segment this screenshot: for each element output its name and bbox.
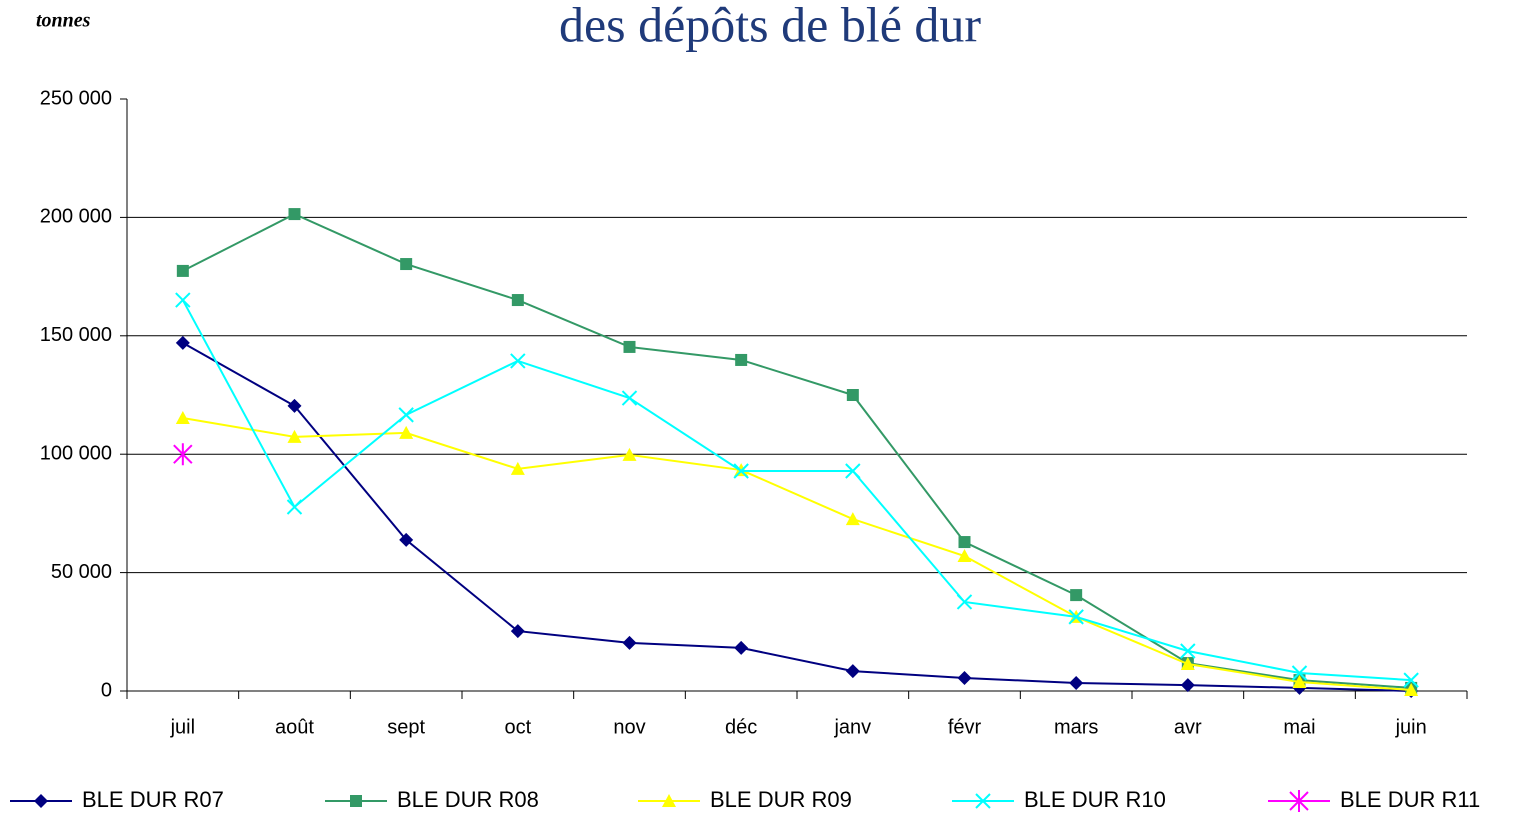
marker [511, 294, 524, 307]
marker [735, 353, 748, 366]
x-tick-label: août [275, 716, 314, 738]
y-tick-label: 50 000 [51, 561, 112, 583]
y-tick-label: 0 [101, 679, 112, 701]
x-tick-label: déc [725, 716, 757, 738]
marker [846, 389, 859, 401]
marker [956, 594, 973, 610]
marker [175, 292, 191, 308]
marker [399, 425, 414, 439]
marker [400, 258, 413, 271]
marker [957, 549, 972, 563]
y-tick-label: 250 000 [40, 87, 112, 109]
y-axis-label: tonnes [36, 10, 91, 32]
marker [845, 463, 861, 479]
marker [622, 447, 637, 461]
x-tick-label: juil [170, 716, 195, 738]
marker [621, 390, 638, 406]
marker [957, 670, 972, 685]
marker [173, 443, 193, 466]
marker [1291, 665, 1308, 681]
marker [1292, 675, 1307, 689]
x-tick-label: janv [833, 716, 871, 738]
x-tick-label: févr [948, 716, 982, 738]
marker [623, 340, 636, 353]
legend-marker [34, 794, 48, 808]
marker [1404, 683, 1419, 697]
marker [286, 499, 303, 515]
x-tick-label: mars [1054, 716, 1098, 738]
marker [176, 264, 189, 277]
marker [175, 410, 190, 424]
y-tick-label: 100 000 [40, 442, 112, 464]
marker [1180, 643, 1196, 659]
marker [399, 532, 414, 547]
legend-marker [662, 794, 676, 807]
marker [845, 512, 860, 526]
series-line [182, 212, 1412, 689]
marker [958, 536, 971, 549]
marker [1180, 678, 1195, 693]
legend-label: BLE DUR R10 [1024, 787, 1166, 812]
x-tick-label: juin [1395, 716, 1427, 738]
marker [734, 640, 749, 655]
marker [398, 407, 414, 423]
marker [845, 664, 860, 679]
series-line [182, 342, 1412, 692]
marker [288, 208, 301, 221]
marker [287, 429, 302, 443]
marker [1068, 609, 1084, 625]
marker [622, 635, 637, 650]
y-tick-label: 200 000 [40, 206, 112, 228]
marker [1180, 657, 1195, 671]
x-tick-label: avr [1174, 716, 1202, 738]
marker [1069, 675, 1084, 690]
legend-marker [350, 795, 362, 807]
legend-label: BLE DUR R11 [1340, 787, 1480, 812]
marker [1403, 672, 1419, 688]
legend-marker [1289, 790, 1309, 812]
marker [510, 461, 525, 475]
legend-label: BLE DUR R08 [397, 787, 539, 812]
marker [175, 335, 190, 350]
x-tick-label: sept [387, 716, 425, 738]
marker [1070, 589, 1083, 602]
x-tick-label: nov [613, 716, 645, 738]
legend-label: BLE DUR R07 [82, 787, 224, 812]
marker [734, 463, 749, 477]
legend-label: BLE DUR R09 [710, 787, 852, 812]
series-line [182, 416, 1412, 692]
marker [510, 353, 526, 369]
marker [510, 624, 525, 639]
marker [287, 398, 302, 413]
series-line [181, 299, 1412, 682]
chart-title: des dépôts de blé dur [559, 0, 981, 52]
marker [733, 463, 749, 479]
y-tick-label: 150 000 [40, 324, 112, 346]
x-tick-label: oct [504, 716, 531, 738]
x-tick-label: mai [1283, 716, 1315, 738]
legend-marker [975, 793, 991, 809]
